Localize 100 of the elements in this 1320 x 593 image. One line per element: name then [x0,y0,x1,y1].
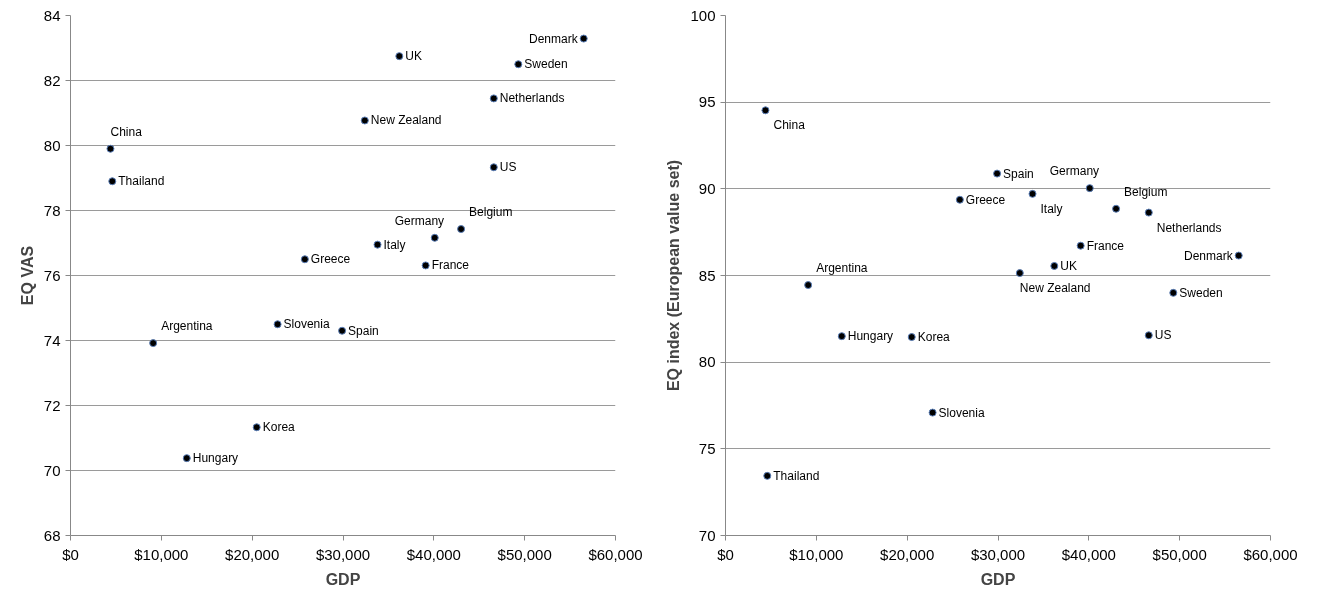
y-tick-label: 82 [43,71,61,89]
y-tick-label: 90 [698,179,716,197]
x-tick-label: $40,000 [406,545,461,563]
annotation: Argentina [161,319,213,334]
point [252,423,261,432]
annotation: China [773,118,806,133]
point [1028,189,1037,198]
point [804,281,813,290]
point [1015,269,1024,278]
point [993,169,1002,178]
x-tick-label: $10,000 [789,545,844,563]
annotation: Slovenia [938,405,985,420]
annotation: Denmark [1184,248,1234,263]
y-tick-label: 70 [43,461,61,479]
point [182,454,191,463]
point [1169,288,1178,297]
point [907,333,916,342]
x-tick-label: $30,000 [970,545,1026,563]
annotation: Greece [965,192,1006,207]
point [395,52,404,61]
annotation: Netherlands [1156,220,1222,235]
y-tick-label: 84 [43,6,61,24]
y-tick-label: 78 [43,201,61,219]
x-tick-label: $0 [717,545,734,563]
point [360,116,369,125]
annotation: Slovenia [283,317,330,332]
point [106,144,115,153]
x-tick-label: $50,000 [497,545,552,563]
annotation: Spain [1003,166,1034,181]
x-tick-label: $60,000 [1243,545,1298,563]
point [928,408,937,417]
point [430,233,439,242]
point [421,261,430,270]
annotation: Germany [394,213,445,228]
x-tick-label: $50,000 [1152,545,1207,563]
y-axis-title: EQ VAS [18,245,36,306]
annotation: UK [405,49,422,64]
y-tick-label: 100 [690,6,716,24]
annotation: Netherlands [499,91,565,106]
point [1050,261,1059,270]
y-tick-label: 80 [698,353,716,371]
point [837,332,846,341]
y-tick-label: 74 [43,331,61,349]
annotation: New Zealand [370,113,442,128]
x-tick-label: $20,000 [880,545,935,563]
x-axis-title: GDP [325,570,361,588]
point [489,94,498,103]
x-tick-label: $10,000 [134,545,189,563]
y-tick-label: 80 [43,136,61,154]
annotation: Hungary [192,451,239,466]
point [300,255,309,264]
y-tick-label: 72 [43,396,61,414]
annotation: UK [1060,258,1077,273]
y-tick-label: 95 [698,93,716,111]
point [579,34,588,43]
point [1144,208,1153,217]
annotation: Denmark [529,31,579,46]
x-tick-label: $60,000 [588,545,643,563]
x-tick-label: $40,000 [1061,545,1116,563]
y-tick-label: 75 [698,439,716,457]
annotation: China [110,124,143,139]
y-axis-title: EQ index (European value set) [665,159,683,392]
annotation: Germany [1049,164,1100,179]
annotation: Korea [917,330,951,345]
point [1076,241,1085,250]
point [761,106,770,115]
annotation: France [431,258,470,273]
annotation: France [1086,238,1125,253]
point [514,60,523,69]
point [489,163,498,172]
annotation: US [1154,328,1172,343]
annotation: Korea [262,420,296,435]
point [108,177,117,186]
y-tick-label: 68 [43,526,61,544]
point [1144,331,1153,340]
point [338,326,347,335]
point [955,195,964,204]
annotation: Hungary [847,329,894,344]
annotation: Belgium [469,205,513,220]
point [273,320,282,329]
annotation: Spain [348,323,379,338]
annotation: Italy [1040,201,1063,216]
point [457,225,466,234]
x-tick-label: $20,000 [225,545,280,563]
y-tick-label: 76 [43,266,61,284]
annotation: Belgium [1124,184,1168,199]
y-tick-label: 85 [698,266,716,284]
annotation: Thailand [118,174,165,189]
annotation: Thailand [773,468,820,483]
annotation: Argentina [816,261,868,276]
x-tick-label: $30,000 [315,545,371,563]
x-tick-label: $0 [62,545,79,563]
point [149,339,158,348]
annotation: Greece [310,252,351,267]
x-axis-title: GDP [980,570,1016,588]
point [373,240,382,249]
annotation: Italy [383,237,406,252]
y-tick-label: 70 [698,526,716,544]
annotation: Sweden [524,57,568,72]
point [763,471,772,480]
